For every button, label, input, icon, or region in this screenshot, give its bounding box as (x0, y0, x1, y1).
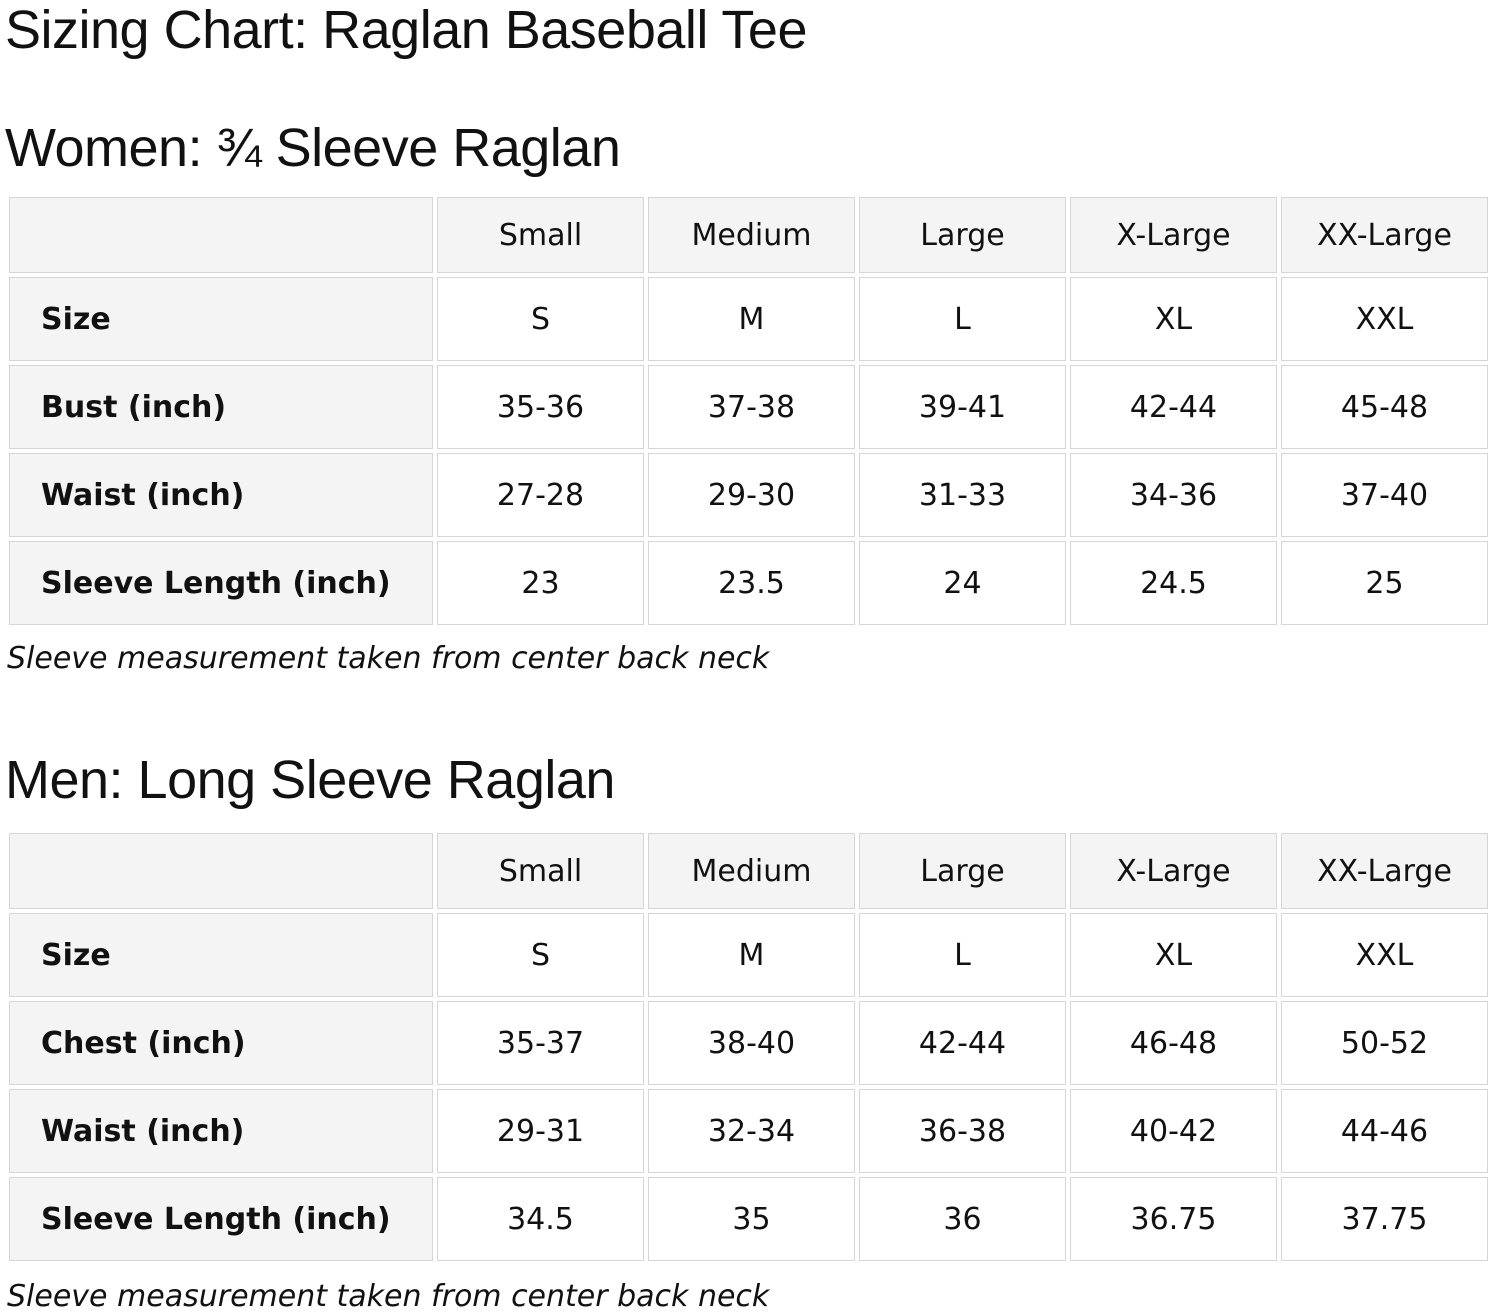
table-cell: 34-36 (1070, 453, 1277, 538)
table-cell: 46-48 (1070, 1001, 1277, 1086)
table-cell: 23 (437, 541, 644, 626)
table-row: Sleeve Length (inch) 34.5 35 36 36.75 37… (9, 1177, 1488, 1262)
men-row-label-size: Size (9, 913, 433, 998)
table-cell: 36-38 (859, 1089, 1066, 1174)
table-cell: 29-30 (648, 453, 855, 538)
table-cell: 45-48 (1281, 365, 1488, 450)
section-heading-women: Women: ¾ Sleeve Raglan (5, 117, 621, 178)
men-row-label-sleeve-length: Sleeve Length (inch) (9, 1177, 433, 1262)
table-cell: 50-52 (1281, 1001, 1488, 1086)
table-cell: 37-38 (648, 365, 855, 450)
women-col-header-xxlarge: XX-Large (1281, 197, 1488, 274)
women-row-label-size: Size (9, 277, 433, 362)
table-cell: 35 (648, 1177, 855, 1262)
men-row-label-chest: Chest (inch) (9, 1001, 433, 1086)
men-header-row: Small Medium Large X-Large XX-Large (9, 833, 1488, 910)
table-cell: M (648, 277, 855, 362)
women-row-label-bust: Bust (inch) (9, 365, 433, 450)
women-row-label-waist: Waist (inch) (9, 453, 433, 538)
table-cell: 27-28 (437, 453, 644, 538)
table-cell: M (648, 913, 855, 998)
table-cell: 42-44 (859, 1001, 1066, 1086)
table-cell: L (859, 913, 1066, 998)
table-cell: 35-37 (437, 1001, 644, 1086)
men-col-header-medium: Medium (648, 833, 855, 910)
women-col-header-medium: Medium (648, 197, 855, 274)
table-cell: XXL (1281, 913, 1488, 998)
table-row: Sleeve Length (inch) 23 23.5 24 24.5 25 (9, 541, 1488, 626)
table-row: Size S M L XL XXL (9, 277, 1488, 362)
table-cell: 37-40 (1281, 453, 1488, 538)
table-cell: L (859, 277, 1066, 362)
women-row-label-sleeve-length: Sleeve Length (inch) (9, 541, 433, 626)
table-cell: S (437, 277, 644, 362)
table-cell: 36.75 (1070, 1177, 1277, 1262)
table-cell: S (437, 913, 644, 998)
table-cell: XL (1070, 277, 1277, 362)
women-col-header-xlarge: X-Large (1070, 197, 1277, 274)
women-sleeve-note: Sleeve measurement taken from center bac… (7, 641, 770, 677)
table-cell: 34.5 (437, 1177, 644, 1262)
table-cell: XL (1070, 913, 1277, 998)
table-cell: 36 (859, 1177, 1066, 1262)
section-heading-men: Men: Long Sleeve Raglan (5, 750, 615, 811)
table-cell: 44-46 (1281, 1089, 1488, 1174)
table-row: Waist (inch) 27-28 29-30 31-33 34-36 37-… (9, 453, 1488, 538)
table-cell: 32-34 (648, 1089, 855, 1174)
table-cell: 24 (859, 541, 1066, 626)
table-cell: 39-41 (859, 365, 1066, 450)
women-col-header-small: Small (437, 197, 644, 274)
women-col-header-large: Large (859, 197, 1066, 274)
men-sleeve-note: Sleeve measurement taken from center bac… (7, 1279, 770, 1315)
table-cell: 35-36 (437, 365, 644, 450)
page-title: Sizing Chart: Raglan Baseball Tee (5, 0, 808, 60)
table-cell: 31-33 (859, 453, 1066, 538)
men-sizing-table: Small Medium Large X-Large XX-Large Size… (5, 829, 1492, 1265)
table-cell: 40-42 (1070, 1089, 1277, 1174)
table-cell: 24.5 (1070, 541, 1277, 626)
table-row: Bust (inch) 35-36 37-38 39-41 42-44 45-4… (9, 365, 1488, 450)
men-corner-cell (9, 833, 433, 910)
table-cell: 23.5 (648, 541, 855, 626)
men-col-header-xxlarge: XX-Large (1281, 833, 1488, 910)
men-row-label-waist: Waist (inch) (9, 1089, 433, 1174)
table-row: Waist (inch) 29-31 32-34 36-38 40-42 44-… (9, 1089, 1488, 1174)
women-corner-cell (9, 197, 433, 274)
table-cell: 42-44 (1070, 365, 1277, 450)
men-col-header-small: Small (437, 833, 644, 910)
men-col-header-large: Large (859, 833, 1066, 910)
table-cell: 38-40 (648, 1001, 855, 1086)
table-cell: 37.75 (1281, 1177, 1488, 1262)
table-cell: XXL (1281, 277, 1488, 362)
table-row: Chest (inch) 35-37 38-40 42-44 46-48 50-… (9, 1001, 1488, 1086)
women-header-row: Small Medium Large X-Large XX-Large (9, 197, 1488, 274)
table-cell: 29-31 (437, 1089, 644, 1174)
women-sizing-table: Small Medium Large X-Large XX-Large Size… (5, 193, 1492, 629)
table-row: Size S M L XL XXL (9, 913, 1488, 998)
men-col-header-xlarge: X-Large (1070, 833, 1277, 910)
table-cell: 25 (1281, 541, 1488, 626)
